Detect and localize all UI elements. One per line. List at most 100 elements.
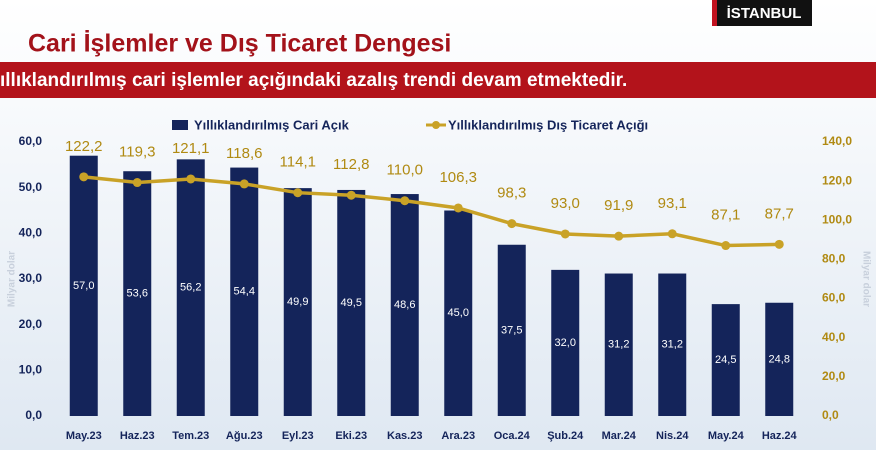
line-value-label: 121,1 (172, 140, 210, 157)
x-tick-label: Ara.23 (441, 430, 475, 442)
x-tick-label: Oca.24 (494, 430, 531, 442)
bar-value-label: 31,2 (608, 339, 629, 351)
chart-title: Cari İşlemler ve Dış Ticaret Dengesi (28, 30, 451, 58)
bar (123, 171, 152, 416)
bar-value-label: 24,5 (715, 354, 736, 366)
x-tick-label: Ağu.23 (226, 430, 263, 442)
x-tick-label: Eyl.23 (282, 430, 314, 442)
legend-swatch (432, 121, 440, 129)
x-tick-label: Nis.24 (656, 430, 689, 442)
bar-value-label: 54,4 (234, 286, 255, 298)
chart-subtitle: ıllıklandırılmış cari işlemler açığındak… (0, 70, 627, 91)
y-tick-label: 0,0 (25, 408, 42, 422)
bar-value-label: 24,8 (769, 353, 790, 365)
line-marker (667, 229, 677, 239)
x-tick-label: Eki.23 (335, 430, 367, 442)
line-value-label: 112,8 (333, 156, 369, 173)
y-tick-label: 10,0 (19, 363, 43, 377)
bar (230, 167, 259, 416)
bar (711, 304, 740, 416)
bar (390, 194, 419, 416)
line-value-label: 98,3 (497, 185, 526, 202)
line-marker (132, 178, 142, 188)
y-axis-label: Milyar dolar (7, 251, 18, 307)
line-value-label: 87,1 (711, 207, 740, 224)
banner (0, 62, 876, 98)
line-marker (293, 188, 303, 198)
bar-value-label: 53,6 (127, 288, 148, 300)
line-value-label: 122,2 (65, 138, 103, 155)
y2-axis-label: Milyar dolar (860, 251, 871, 307)
line-value-label: 93,1 (658, 195, 687, 212)
badge: İSTANBUL (727, 5, 802, 22)
bar-value-label: 32,0 (555, 337, 576, 349)
legend-label: Yıllıklandırılmış Cari Açık (194, 117, 350, 132)
bar (69, 155, 98, 416)
bar-value-label: 49,5 (341, 297, 362, 309)
line-value-label: 106,3 (439, 169, 477, 186)
line-marker (507, 219, 517, 229)
bar (444, 210, 473, 416)
x-tick-label: May.24 (708, 430, 745, 442)
y-tick-label: 50,0 (19, 180, 43, 194)
line-marker (400, 196, 410, 206)
y-tick-label: 30,0 (19, 271, 43, 285)
line-value-label: 118,6 (226, 145, 262, 162)
y2-tick-label: 140,0 (822, 134, 852, 148)
line-marker (721, 241, 731, 251)
y2-tick-label: 20,0 (822, 369, 846, 383)
bar-value-label: 37,5 (501, 324, 522, 336)
y2-tick-label: 40,0 (822, 330, 846, 344)
y2-tick-label: 80,0 (822, 252, 846, 266)
line-marker (346, 190, 356, 200)
y2-tick-label: 60,0 (822, 291, 846, 305)
line-marker (453, 203, 463, 213)
x-tick-label: Mar.24 (602, 430, 637, 442)
y2-tick-label: 0,0 (822, 408, 839, 422)
bar (283, 188, 312, 416)
bar-value-label: 57,0 (73, 280, 94, 292)
line-marker (560, 229, 570, 239)
bar (551, 269, 580, 416)
y-tick-label: 40,0 (19, 226, 43, 240)
line-value-label: 87,7 (765, 205, 794, 222)
bar (765, 302, 794, 416)
line-marker (79, 172, 89, 182)
legend-label: Yıllıklandırılmış Dış Ticaret Açığı (448, 117, 648, 132)
bar-value-label: 48,6 (394, 299, 415, 311)
x-tick-label: Tem.23 (172, 430, 209, 442)
x-tick-label: Haz.24 (762, 430, 798, 442)
line-value-label: 110,0 (387, 162, 423, 179)
bar (337, 189, 366, 416)
badge-box (712, 0, 812, 26)
legend-swatch (172, 120, 188, 130)
line-value-label: 119,3 (119, 143, 155, 160)
bar (604, 273, 633, 416)
line-marker (186, 174, 196, 184)
bar-value-label: 45,0 (448, 307, 469, 319)
y-tick-label: 60,0 (19, 134, 43, 148)
bar (497, 244, 526, 416)
bar (658, 273, 687, 416)
y2-tick-label: 120,0 (822, 173, 852, 187)
bar (176, 159, 205, 416)
bar-value-label: 49,9 (287, 296, 308, 308)
badge-accent (712, 0, 717, 26)
line-value-label: 91,9 (604, 197, 633, 214)
x-tick-label: Haz.23 (120, 430, 155, 442)
line-marker (239, 179, 249, 189)
y2-tick-label: 100,0 (822, 212, 852, 226)
line (83, 175, 780, 248)
y-tick-label: 20,0 (19, 317, 43, 331)
x-tick-label: Kas.23 (387, 430, 422, 442)
bar-value-label: 56,2 (180, 282, 201, 294)
line-value-label: 114,1 (280, 154, 316, 171)
line-value-label: 93,0 (551, 195, 580, 212)
x-tick-label: May.23 (66, 430, 102, 442)
line-marker (614, 231, 624, 241)
x-tick-label: Şub.24 (547, 430, 584, 442)
line-marker (774, 239, 784, 249)
bar-value-label: 31,2 (662, 339, 683, 351)
